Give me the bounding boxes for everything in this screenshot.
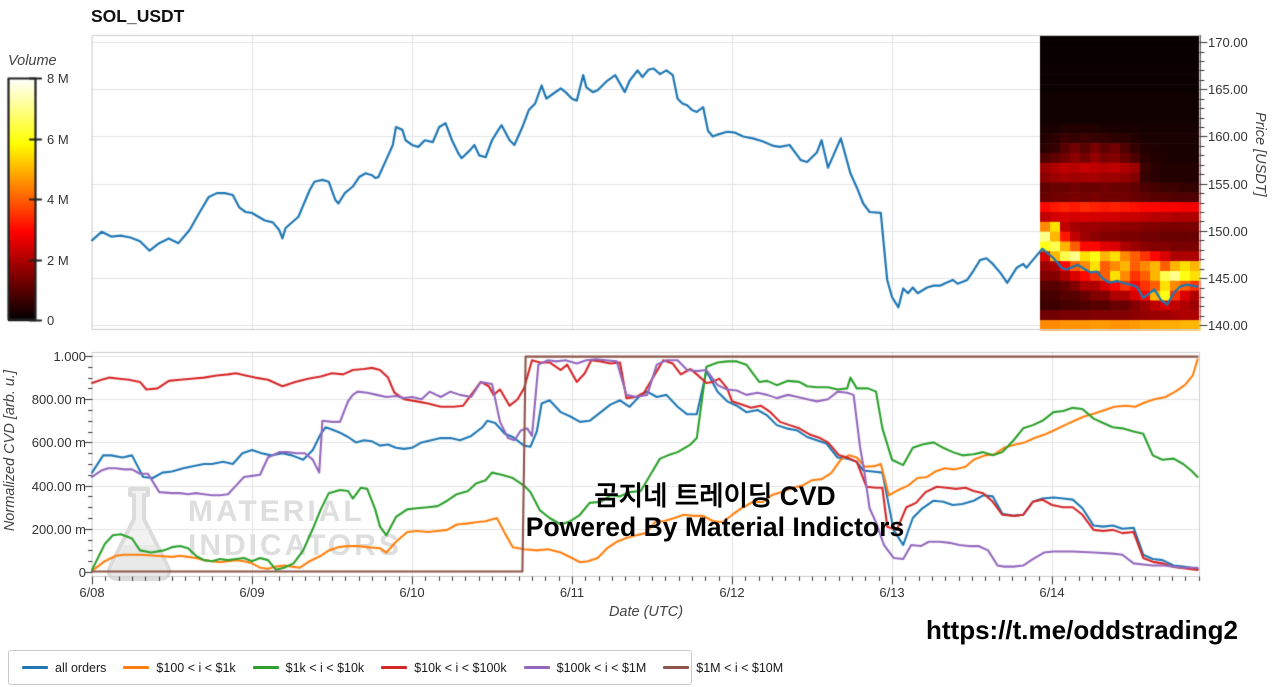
price-tick-label: 140.00 bbox=[1208, 318, 1248, 334]
watermark-overlay-line2: Powered By Material Indictors bbox=[525, 512, 905, 543]
legend-line-swatch bbox=[523, 666, 550, 669]
legend-line-swatch bbox=[22, 666, 48, 669]
cvd-tick-label: 1.000 bbox=[53, 349, 86, 364]
cvd-tick-label: 200.00 m bbox=[31, 521, 86, 537]
colorbar-tick-label: 4 M bbox=[47, 192, 69, 207]
legend-line-swatch bbox=[663, 666, 690, 669]
price-tick-label: 145.00 bbox=[1208, 271, 1248, 287]
price-tick-label: 155.00 bbox=[1208, 176, 1248, 192]
date-tick-label: 6/09 bbox=[239, 585, 265, 600]
colorbar-tick-label: 0 bbox=[47, 313, 55, 328]
cvd-tick-label: 600.00 m bbox=[31, 435, 86, 451]
cvd-tick-label: 0 bbox=[78, 565, 86, 580]
legend-item: $10k < i < $100k bbox=[381, 660, 507, 675]
legend-item: $100k < i < $1M bbox=[523, 660, 647, 675]
colorbar-tick-label: 8 M bbox=[47, 71, 69, 86]
date-tick-label: 6/14 bbox=[1039, 585, 1065, 600]
legend-item: all orders bbox=[22, 661, 106, 675]
colorbar-tick-label: 2 M bbox=[47, 252, 69, 268]
legend-line-swatch bbox=[123, 666, 150, 669]
legend-label: all orders bbox=[55, 660, 107, 675]
legend-label: $1M < i < $10M bbox=[696, 660, 784, 675]
legend-label: $100 < i < $1k bbox=[156, 660, 236, 675]
price-tick-label: 160.00 bbox=[1208, 129, 1248, 145]
legend-item: $100 < i < $1k bbox=[123, 660, 236, 675]
watermark-overlay-line1: 곰지네 트레이딩 CVD bbox=[594, 481, 836, 511]
legend-label: $1k < i < $10k bbox=[285, 660, 365, 675]
legend-line-swatch bbox=[252, 666, 279, 669]
watermark-overlay-text: 곰지네 트레이딩 CVD Powered By Material Indicto… bbox=[420, 481, 1010, 544]
legend-label: $10k < i < $100k bbox=[414, 660, 507, 675]
cvd-tick-label: 800.00 m bbox=[31, 392, 86, 408]
date-tick-label: 6/08 bbox=[79, 585, 105, 600]
colorbar-title: Volume bbox=[8, 53, 57, 69]
cvd-tick-label: 400.00 m bbox=[31, 478, 86, 494]
legend-item: $1M < i < $10M bbox=[663, 661, 783, 675]
price-tick-label: 165.00 bbox=[1208, 82, 1248, 98]
date-tick-label: 6/13 bbox=[879, 585, 905, 600]
price-axis-label: Price [USDT] bbox=[1252, 112, 1268, 197]
legend-label: $100k < i < $1M bbox=[556, 660, 647, 675]
telegram-url: https://t.me/oddstrading2 bbox=[926, 615, 1238, 645]
colorbar-tick-label: 6 M bbox=[47, 131, 69, 147]
legend-line-swatch bbox=[381, 666, 408, 669]
date-tick-label: 6/11 bbox=[559, 585, 585, 600]
legend-box: all orders $100 < i < $1k $1k < i < $10k $1… bbox=[8, 650, 783, 685]
price-tick-label: 150.00 bbox=[1208, 223, 1248, 239]
date-tick-label: 6/12 bbox=[719, 585, 745, 600]
date-tick-label: 6/10 bbox=[399, 585, 425, 600]
date-axis-label: Date (UTC) bbox=[608, 604, 684, 620]
page-title: SOL_USDT bbox=[91, 6, 185, 26]
legend-item: $1k < i < $10k bbox=[252, 660, 365, 675]
price-tick-label: 170.00 bbox=[1208, 35, 1248, 51]
